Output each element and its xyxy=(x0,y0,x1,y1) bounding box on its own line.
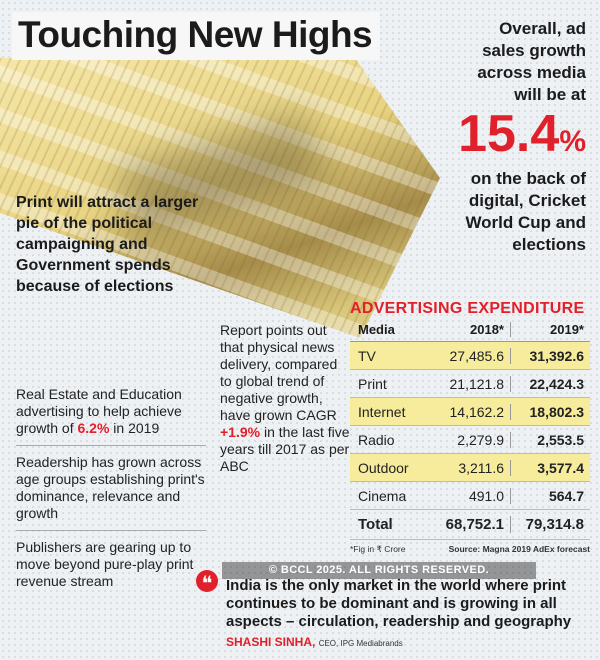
notes-list: Real Estate and Education advertising to… xyxy=(16,386,206,606)
table-row: Radio 2,279.9 2,553.5 xyxy=(350,426,590,454)
table-row: Outdoor 3,211.6 3,577.4 xyxy=(350,454,590,482)
table-row: Internet 14,162.2 18,802.3 xyxy=(350,398,590,426)
cell-2018: 21,121.8 xyxy=(449,375,505,392)
cell-media: Internet xyxy=(358,403,406,420)
callout-line: will be at xyxy=(514,85,586,104)
note-highlight: 6.2% xyxy=(77,420,110,436)
report-text: in the last five years till 2017 as per … xyxy=(220,424,350,474)
callout-line: Overall, ad xyxy=(499,19,586,38)
cell-2019: 2,553.5 xyxy=(510,431,590,448)
cell-2018: 68,752.1 xyxy=(445,516,504,533)
cell-2018: 27,485.6 xyxy=(449,347,505,364)
callout-line: on the back of xyxy=(470,169,586,188)
report-note: Report points out that physical news del… xyxy=(220,322,350,475)
author-name: SHASHI SINHA, xyxy=(226,635,316,649)
table-row-total: Total 68,752.1 79,314.8 xyxy=(350,510,590,540)
header-2019: 2019* xyxy=(510,322,590,337)
cell-2018: 14,162.2 xyxy=(449,403,505,420)
author-role: CEO, IPG Mediabrands xyxy=(318,639,403,648)
cell-2019: 3,577.4 xyxy=(510,459,590,476)
cell-media: Radio xyxy=(358,431,395,448)
cell-2018: 491.0 xyxy=(468,487,504,504)
table-row: TV 27,485.6 31,392.6 xyxy=(350,342,590,370)
table-title: ADVERTISING EXPENDITURE xyxy=(350,300,585,317)
cell-2019: 18,802.3 xyxy=(510,403,590,420)
callout-line: digital, Cricket xyxy=(468,191,586,210)
print-headline: Print will attract a larger pie of the p… xyxy=(16,194,199,295)
note-real-estate: Real Estate and Education advertising to… xyxy=(16,386,206,446)
ad-expenditure-table: ADVERTISING EXPENDITURE Media 2018* 2019… xyxy=(350,300,590,555)
headline-title: Touching New Highs xyxy=(12,12,381,60)
cell-2018: 2,279.9 xyxy=(457,431,504,448)
header-2018: 2018* xyxy=(470,322,504,337)
cell-media: TV xyxy=(358,347,376,364)
callout-line: sales growth xyxy=(482,41,586,60)
table-footer: *Fig in ₹ Crore Source: Magna 2019 AdEx … xyxy=(350,544,590,555)
table-footnote: *Fig in ₹ Crore xyxy=(350,544,406,554)
growth-figure: 15.4% xyxy=(416,108,586,168)
callout-line: across media xyxy=(477,63,586,82)
cell-2019: 31,392.6 xyxy=(510,347,590,364)
note-publishers: Publishers are gearing up to move beyond… xyxy=(16,539,194,589)
cell-2019: 79,314.8 xyxy=(510,516,590,533)
cell-media: Outdoor xyxy=(358,459,409,476)
header-media: Media xyxy=(358,322,395,337)
cell-media: Cinema xyxy=(358,487,407,504)
cell-media: Total xyxy=(358,516,393,533)
table-header: Media 2018* 2019* xyxy=(350,322,590,342)
quote-author: SHASHI SINHA, CEO, IPG Mediabrands xyxy=(198,633,593,653)
growth-value: 15.4 xyxy=(458,105,560,163)
callout-line: elections xyxy=(512,235,586,254)
cell-2018: 3,211.6 xyxy=(458,459,504,476)
copyright-watermark: © BCCL 2025. ALL RIGHTS RESERVED. xyxy=(222,562,536,579)
report-text: Report points out that physical news del… xyxy=(220,322,338,423)
growth-percent-sign: % xyxy=(559,125,586,158)
callout-line: World Cup and xyxy=(465,213,586,232)
cell-2019: 22,424.3 xyxy=(510,375,590,392)
table-row: Cinema 491.0 564.7 xyxy=(350,482,590,510)
note-readership: Readership has grown across age groups e… xyxy=(16,454,206,531)
quote-block: India is the only market in the world wh… xyxy=(198,577,593,653)
cell-media: Print xyxy=(358,375,387,392)
note-text: in 2019 xyxy=(109,420,160,436)
cell-2019: 564.7 xyxy=(510,487,590,504)
quote-icon: ❝ xyxy=(196,570,218,595)
note-text: Real Estate and Education advertising to… xyxy=(16,386,182,436)
table-source: Source: Magna 2019 AdEx forecast xyxy=(448,544,590,554)
report-highlight: +1.9% xyxy=(220,424,261,440)
growth-callout: Overall, ad sales growth across media wi… xyxy=(416,18,586,256)
quote-text: India is the only market in the world wh… xyxy=(226,577,572,630)
table-row: Print 21,121.8 22,424.3 xyxy=(350,370,590,398)
